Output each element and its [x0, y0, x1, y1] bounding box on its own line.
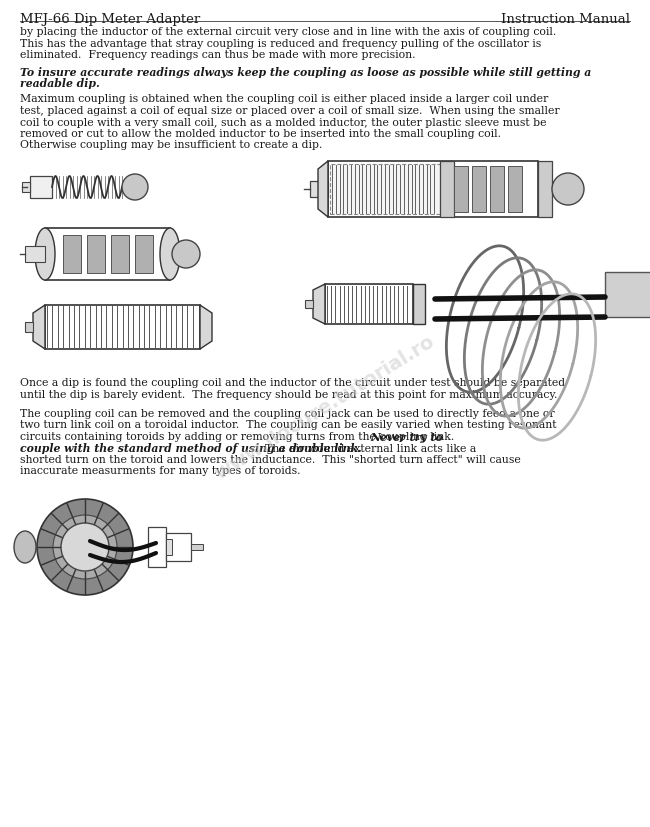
Text: coil to couple with a very small coil, such as a molded inductor, the outer plas: coil to couple with a very small coil, s…: [20, 117, 547, 127]
Text: inaccurate measurments for many types of toroids.: inaccurate measurments for many types of…: [20, 466, 300, 476]
Bar: [605, 272, 650, 317]
Circle shape: [122, 174, 148, 201]
Text: Otherwise coupling may be insufficient to create a dip.: Otherwise coupling may be insufficient t…: [20, 141, 322, 151]
Text: Never try to: Never try to: [370, 432, 443, 442]
Text: two turn link coil on a toroidal inductor.  The coupling can be easily varied wh: two turn link coil on a toroidal inducto…: [20, 420, 556, 430]
Text: removed or cut to allow the molded inductor to be inserted into the small coupli: removed or cut to allow the molded induc…: [20, 129, 501, 139]
Text: The air wound external link acts like a: The air wound external link acts like a: [257, 443, 476, 453]
Bar: [330, 165, 440, 215]
Text: The coupling coil can be removed and the coupling coil jack can be used to direc: The coupling coil can be removed and the…: [20, 409, 554, 418]
Circle shape: [53, 515, 117, 579]
Bar: [22, 183, 30, 193]
Text: Instruction Manual: Instruction Manual: [501, 13, 630, 26]
Bar: [148, 528, 166, 567]
Bar: [86, 236, 105, 274]
Circle shape: [552, 174, 584, 206]
Bar: [62, 236, 81, 274]
Bar: [135, 236, 153, 274]
Text: readable dip.: readable dip.: [20, 78, 99, 88]
Bar: [166, 539, 172, 555]
Text: Once a dip is found the coupling coil and the inductor of the circuit under test: Once a dip is found the coupling coil an…: [20, 378, 565, 388]
Text: by placing the inductor of the external circuit very close and in line with the : by placing the inductor of the external …: [20, 27, 556, 37]
Bar: [45, 229, 170, 280]
Bar: [191, 544, 203, 550]
Ellipse shape: [14, 532, 36, 563]
Text: eliminated.  Frequency readings can thus be made with more precision.: eliminated. Frequency readings can thus …: [20, 50, 415, 60]
Text: MFJ-66 Dip Meter Adapter: MFJ-66 Dip Meter Adapter: [20, 13, 200, 26]
Bar: [325, 284, 413, 325]
Circle shape: [172, 241, 200, 269]
Circle shape: [37, 500, 133, 595]
Text: www.ilocure.tutorial.ro: www.ilocure.tutorial.ro: [212, 332, 438, 483]
Bar: [454, 167, 468, 213]
Polygon shape: [200, 306, 212, 350]
Polygon shape: [318, 162, 328, 218]
Text: shorted turn on the toroid and lowers the inductance.  This "shorted turn affect: shorted turn on the toroid and lowers th…: [20, 455, 521, 465]
Bar: [490, 167, 504, 213]
Bar: [310, 182, 328, 198]
Bar: [25, 246, 45, 263]
Text: Maximum coupling is obtained when the coupling coil is either placed inside a la: Maximum coupling is obtained when the co…: [20, 94, 548, 104]
Text: until the dip is barely evident.  The frequency should be read at this point for: until the dip is barely evident. The fre…: [20, 389, 558, 399]
Bar: [508, 167, 522, 213]
Circle shape: [61, 523, 109, 571]
Text: This has the advantage that stray coupling is reduced and frequency pulling of t: This has the advantage that stray coupli…: [20, 38, 541, 49]
Bar: [413, 284, 425, 325]
Text: circuits containing toroids by adding or removing turns from the coupling link.: circuits containing toroids by adding or…: [20, 432, 461, 442]
Bar: [538, 162, 552, 218]
Bar: [30, 177, 52, 198]
Text: couple with the standard method of using a double link.: couple with the standard method of using…: [20, 443, 361, 454]
Bar: [166, 533, 191, 562]
Bar: [25, 323, 33, 332]
Polygon shape: [33, 306, 45, 350]
Ellipse shape: [160, 229, 180, 280]
Bar: [305, 301, 313, 308]
Bar: [440, 162, 454, 218]
Polygon shape: [313, 284, 325, 325]
Bar: [45, 306, 200, 350]
Text: To insure accurate readings always keep the coupling as loose as possible while : To insure accurate readings always keep …: [20, 66, 592, 78]
Text: test, placed against a coil of equal size or placed over a coil of small size.  : test, placed against a coil of equal siz…: [20, 106, 560, 116]
Bar: [328, 162, 538, 218]
Ellipse shape: [35, 229, 55, 280]
Bar: [111, 236, 129, 274]
Bar: [472, 167, 486, 213]
